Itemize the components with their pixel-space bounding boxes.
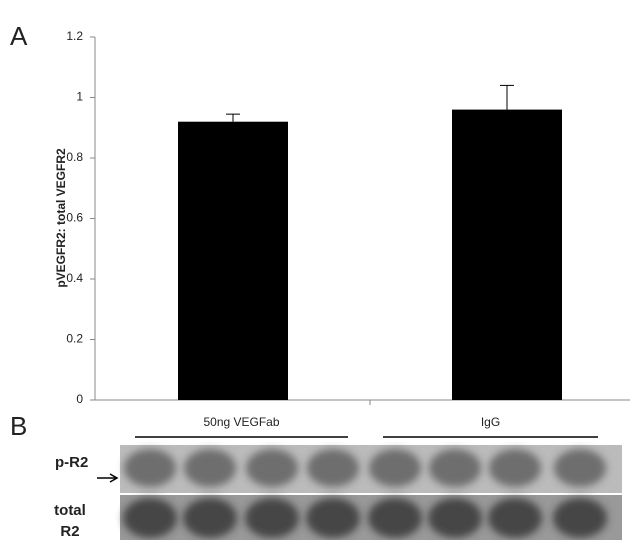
bar (452, 109, 562, 400)
arrow-head (109, 473, 119, 483)
lane-band (428, 498, 482, 538)
lane-band (124, 449, 176, 487)
blot (97, 445, 622, 540)
group-label: 50ng VEGFab (203, 415, 279, 429)
lane-band (369, 449, 421, 487)
y-tick-label: 0.8 (66, 150, 83, 164)
lane-band (307, 449, 359, 487)
lane-band (184, 449, 236, 487)
row-label: R2 (60, 523, 79, 540)
lane-band (554, 449, 606, 487)
error-bar (500, 84, 514, 110)
y-tick-label: 1 (76, 90, 83, 104)
group-label: IgG (481, 415, 500, 429)
lane-band (368, 498, 422, 538)
lane-band (429, 449, 481, 487)
error-bar (226, 113, 240, 122)
lane-band (489, 449, 541, 487)
y-tick-label: 0.6 (66, 211, 83, 225)
panel-label: B (10, 411, 27, 441)
lane-band (246, 449, 298, 487)
panel-label: A (10, 21, 28, 51)
lane-band (306, 498, 360, 538)
y-axis-title: pVEGFR2: total VEGFR2 (54, 148, 68, 288)
lane-band (183, 498, 237, 538)
y-tick-label: 1.2 (66, 29, 83, 43)
lane-band (553, 498, 607, 538)
row-label: total (54, 502, 86, 519)
lane-band (123, 498, 177, 538)
lane-band (245, 498, 299, 538)
lane-band (488, 498, 542, 538)
row-label: p-R2 (55, 454, 88, 471)
y-tick-label: 0 (76, 392, 83, 406)
y-tick-label: 0.2 (66, 332, 83, 346)
y-tick-label: 0.4 (66, 271, 83, 285)
bar (178, 121, 288, 400)
